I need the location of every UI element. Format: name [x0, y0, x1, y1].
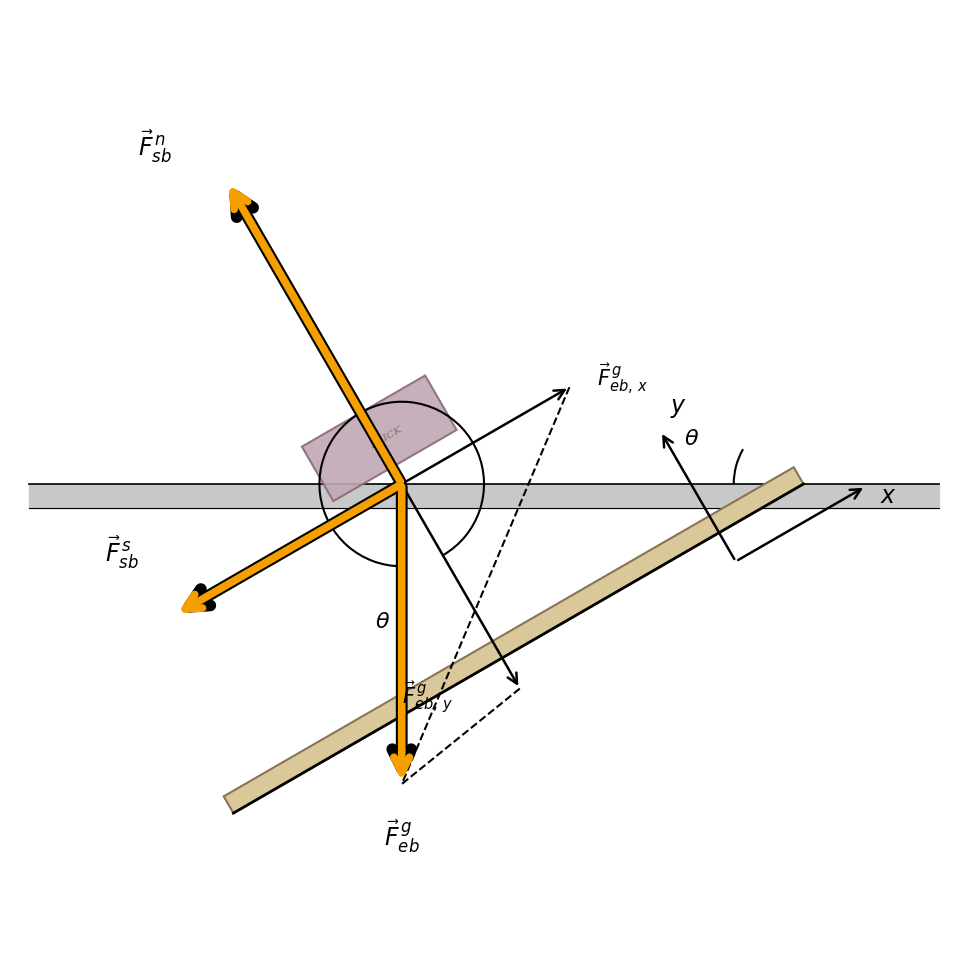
Text: $\vec{F}^{\,g}_{eb,\,y}$: $\vec{F}^{\,g}_{eb,\,y}$ [403, 681, 453, 716]
Text: $\vec{F}^{\,n}_{sb}$: $\vec{F}^{\,n}_{sb}$ [137, 128, 172, 165]
Text: $\vec{F}^{\,g}_{eb}$: $\vec{F}^{\,g}_{eb}$ [384, 818, 419, 855]
Text: $\vec{F}^{\,g}_{eb,\,x}$: $\vec{F}^{\,g}_{eb,\,x}$ [597, 362, 649, 397]
Text: BRICK: BRICK [369, 425, 404, 451]
Polygon shape [224, 468, 803, 813]
Polygon shape [302, 376, 457, 501]
Text: $x$: $x$ [880, 484, 897, 508]
Text: $y$: $y$ [670, 396, 687, 420]
Text: $\theta$: $\theta$ [375, 612, 390, 631]
Text: $\vec{F}^{\,s}_{sb}$: $\vec{F}^{\,s}_{sb}$ [106, 534, 139, 571]
Text: $\theta$: $\theta$ [684, 429, 700, 449]
